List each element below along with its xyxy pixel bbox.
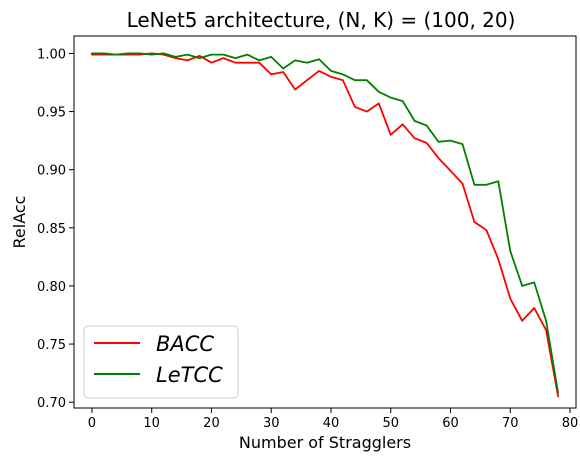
x-axis: 0 10 20 30 40 50 60 70 80	[88, 408, 579, 431]
legend-label-bacc: BACC	[156, 332, 214, 356]
chart-title: LeNet5 architecture, (N, K) = (100, 20)	[127, 8, 516, 32]
y-tick-label: 0.80	[37, 280, 66, 295]
series-line-bacc	[91, 52, 559, 398]
x-axis-label: Number of Stragglers	[239, 433, 411, 452]
x-tick-label: 40	[323, 416, 340, 431]
legend: BACC LeTCC	[83, 325, 239, 399]
plot-frame	[73, 35, 577, 409]
x-tick-label: 50	[382, 416, 399, 431]
x-tick-label: 10	[143, 416, 160, 431]
x-tick-label: 0	[88, 416, 96, 431]
y-tick-label: 1.00	[37, 47, 66, 62]
x-tick-label: 30	[263, 416, 280, 431]
y-tick-label: 0.70	[37, 396, 66, 411]
y-axis: 0.70 0.75 0.80 0.85 0.90 0.95 1.00	[37, 47, 74, 411]
x-tick-label: 80	[562, 416, 579, 431]
x-tick-label: 70	[502, 416, 519, 431]
series-layer	[91, 52, 559, 398]
y-tick-label: 0.85	[37, 222, 66, 237]
x-tick-label: 60	[442, 416, 459, 431]
y-axis-label: RelAcc	[10, 196, 29, 249]
chart-title-text: LeNet5 architecture, (N, K) = (100, 20)	[127, 8, 516, 32]
legend-label-letcc: LeTCC	[156, 363, 223, 387]
y-tick-label: 0.75	[37, 338, 66, 353]
y-tick-label: 0.95	[37, 106, 66, 121]
series-line-letcc	[91, 52, 559, 394]
y-tick-label: 0.90	[37, 164, 66, 179]
x-tick-label: 20	[203, 416, 220, 431]
